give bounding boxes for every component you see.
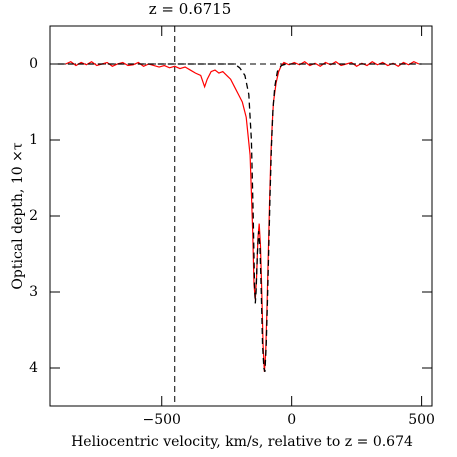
y-tick-label: 0 bbox=[29, 56, 38, 72]
chart-title: z = 0.6715 bbox=[149, 0, 232, 18]
y-tick-label: 4 bbox=[29, 360, 38, 376]
x-tick-label: −500 bbox=[143, 412, 181, 428]
y-tick-label: 3 bbox=[29, 284, 38, 300]
y-tick-label: 1 bbox=[29, 132, 38, 148]
x-axis-label: Heliocentric velocity, km/s, relative to… bbox=[71, 434, 413, 450]
data-line bbox=[65, 61, 420, 372]
x-tick-label: 500 bbox=[408, 412, 435, 428]
x-tick-label: 0 bbox=[287, 412, 296, 428]
y-tick-label: 2 bbox=[29, 208, 38, 224]
plot-frame bbox=[49, 25, 433, 407]
fit-line bbox=[57, 63, 422, 372]
y-axis-label: Optical depth, 10 ×τ bbox=[10, 142, 26, 289]
